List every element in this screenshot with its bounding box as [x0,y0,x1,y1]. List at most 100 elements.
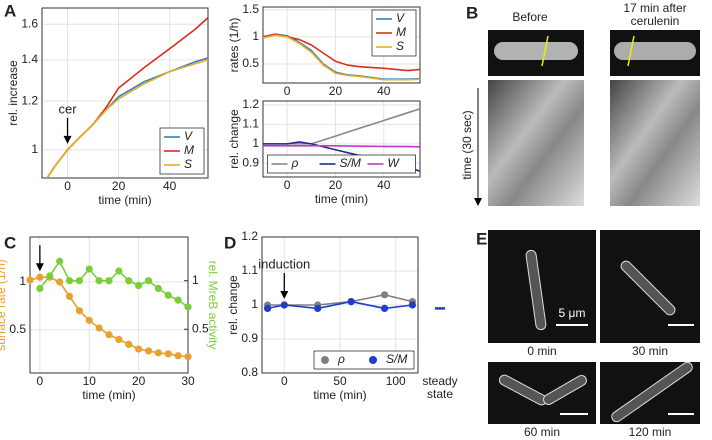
y2-axis-label: rel. MreB activity [206,261,220,350]
legend-label: S/M [340,156,361,170]
cell [614,42,696,60]
plot-area [30,237,188,373]
annotation: cer [59,101,78,116]
y-tick-label: 1.2 [21,93,38,107]
plot-frame [41,7,209,179]
y-tick-label: 0.5 [242,56,259,70]
y-tick-label: 1.4 [21,52,38,66]
data-point [46,272,54,280]
panel-label: D [224,233,236,252]
data-point [56,278,64,286]
legend-label: S [396,39,404,53]
data-point [164,350,172,358]
y2-tick-label: 0.5 [192,321,209,335]
panel-label: E [476,229,487,248]
x-tick-label: 20 [112,179,126,193]
legend-label: ρ [337,352,345,366]
panel-label: C [4,233,16,252]
y-tick-label: 1 [252,136,259,150]
series-line [263,145,420,148]
plot-frame [261,236,419,374]
data-point [314,304,322,312]
x-tick-label: state [427,387,453,401]
y-axis-label: rates (1/h) [227,18,241,73]
y-tick-label: 1 [31,142,38,156]
legend-box [313,350,415,370]
kymo-line [627,35,635,67]
x-tick-label: 20 [329,178,343,192]
legend-label: M [184,143,194,157]
cell [494,42,578,60]
x-axis-label: time (min) [98,193,151,207]
data-point [75,307,83,315]
image-caption: 0 min [527,344,556,358]
x-tick-label: 20 [329,84,343,98]
legend-label: M [396,25,406,39]
image-caption: 30 min [632,344,668,358]
data-point [95,324,103,332]
data-point [115,335,123,344]
x-tick-label: 100 [386,374,406,388]
data-point [135,345,143,353]
x-tick-label: 0 [284,178,291,192]
data-point [184,303,192,311]
data-point [105,331,113,339]
legend-box [267,154,416,174]
y-axis-label: surface rate (1/h) [0,259,8,350]
plot-frame [262,6,421,84]
x-tick-label: steady [422,374,457,388]
data-point [154,349,162,357]
x-axis-label: time (min) [313,388,366,402]
data-point [380,304,389,312]
kymograph [610,80,700,206]
series-line [39,259,188,308]
y-tick-label: 1.2 [242,97,259,111]
data-point [408,301,417,309]
x-tick-label: 0 [281,374,288,388]
data-point [65,277,74,285]
image-caption: 120 min [629,425,672,439]
y-tick-label: 0.5 [9,322,26,336]
y-tick-label: 1 [19,274,26,288]
plot-frame [262,100,421,178]
x-tick-label: 0 [64,179,71,193]
legend-marker [369,356,377,364]
y-tick-label: 1.1 [242,117,259,131]
data-point [75,277,83,285]
y-tick-label: 0.9 [241,331,258,345]
scale-bar-label: 5 μm [559,306,586,320]
image-caption: 60 min [524,425,560,439]
data-point [56,257,64,265]
y-tick-label: 0.9 [242,156,259,170]
legend-marker [321,356,329,364]
series-line [263,34,420,81]
x-tick-label: 40 [377,178,391,192]
data-point [154,284,162,293]
legend-label: W [388,156,401,170]
data-point [115,267,123,275]
y-tick-label: 0.8 [241,365,258,379]
x-tick-label: 0 [37,374,44,388]
y-tick-label: 1 [252,29,259,43]
data-point [95,277,103,285]
kymo-line [541,35,549,67]
data-point [105,277,113,285]
x-axis-label: time (min) [315,192,368,206]
image-title: Before [512,10,548,24]
cell [525,249,547,331]
x-axis-label: time (min) [82,388,135,402]
x-tick-label: 50 [333,374,347,388]
data-point [174,352,182,360]
image-title: 17 min after [623,1,686,15]
data-point [36,273,44,281]
y-tick-label: 1.5 [242,2,259,16]
kymograph [488,80,584,206]
data-point [174,296,182,304]
y-tick-label: 1 [251,297,258,311]
y-axis-label: rel. change [226,275,240,335]
data-point [280,301,288,309]
legend-label: ρ [291,156,299,170]
data-point [65,292,74,300]
cell [620,260,676,316]
x-tick-label: 30 [181,374,195,388]
